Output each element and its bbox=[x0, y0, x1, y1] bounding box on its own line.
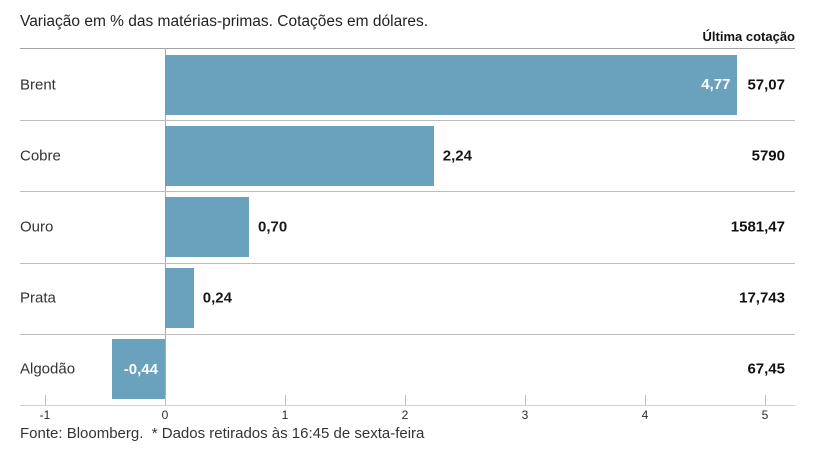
category-label: Prata bbox=[20, 289, 56, 307]
bar-row: Brent 4,77 57,07 bbox=[0, 49, 817, 120]
value-label: 0,70 bbox=[258, 218, 288, 236]
last-quote-value: 67,45 bbox=[747, 360, 785, 378]
axis-tick bbox=[45, 395, 46, 405]
bar-row: Ouro 0,70 1581,47 bbox=[0, 191, 817, 262]
value-bar bbox=[165, 125, 434, 186]
last-quote-value: 57,07 bbox=[747, 76, 785, 94]
last-quote-column-header: Última cotação bbox=[702, 29, 795, 44]
bar-row: Prata 0,24 17,743 bbox=[0, 262, 817, 334]
bar-row: Algodão -0,44 67,45 bbox=[0, 333, 817, 405]
category-label: Brent bbox=[20, 76, 56, 94]
bar-row: Cobre 2,24 5790 bbox=[0, 120, 817, 191]
value-label: 4,77 bbox=[701, 76, 731, 94]
source-note: Fonte: Bloomberg. * Dados retirados às 1… bbox=[20, 425, 425, 442]
axis-tick bbox=[645, 395, 646, 405]
chart-title: Variação em % das matérias-primas. Cotaç… bbox=[20, 13, 429, 30]
value-label: 0,24 bbox=[202, 289, 232, 307]
row-separator-line bbox=[20, 191, 795, 193]
category-label: Algodão bbox=[20, 360, 76, 378]
last-quote-value: 17,743 bbox=[739, 289, 785, 307]
last-quote-value: 5790 bbox=[751, 147, 785, 165]
axis-tick-label: 3 bbox=[521, 408, 529, 422]
x-axis-line bbox=[20, 405, 795, 406]
value-bar: 4,77 bbox=[165, 54, 738, 115]
axis-tick-label: 2 bbox=[401, 408, 409, 422]
row-separator-line bbox=[20, 120, 795, 122]
category-label: Ouro bbox=[20, 218, 54, 236]
value-bar bbox=[165, 268, 194, 329]
axis-tick bbox=[525, 395, 526, 405]
value-bar: -0,44 bbox=[112, 339, 165, 400]
axis-tick-label: 1 bbox=[281, 408, 289, 422]
axis-tick-label: -1 bbox=[39, 408, 51, 422]
bar-rows: Brent 4,77 57,07 Cobre 2,24 5790 Ouro 0,70 1581,… bbox=[0, 49, 817, 405]
category-label: Cobre bbox=[20, 147, 61, 165]
value-bar bbox=[165, 197, 249, 257]
axis-tick bbox=[285, 395, 286, 405]
axis-tick bbox=[165, 395, 166, 405]
row-separator-line bbox=[20, 262, 795, 264]
axis-tick-label: 0 bbox=[161, 408, 169, 422]
axis-tick bbox=[405, 395, 406, 405]
value-label: 2,24 bbox=[442, 147, 472, 165]
last-quote-value: 1581,47 bbox=[730, 218, 785, 236]
axis-tick bbox=[765, 395, 766, 405]
row-separator-line bbox=[20, 333, 795, 335]
axis-tick-label: 5 bbox=[761, 408, 769, 422]
header-divider bbox=[20, 48, 795, 49]
axis-tick-label: 4 bbox=[641, 408, 649, 422]
value-label: -0,44 bbox=[123, 360, 158, 378]
